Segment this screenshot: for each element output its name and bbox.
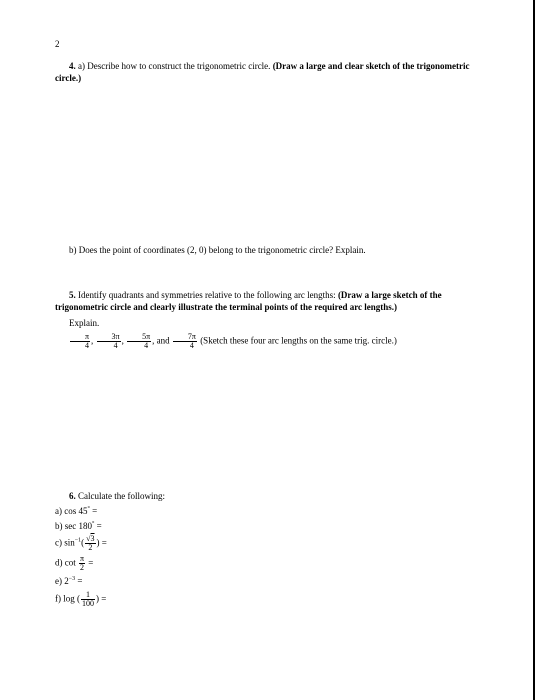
q6-item-c: c) sin−1(√32) = — [55, 535, 478, 552]
q6-list: a) cos 45° = b) sec 180° = c) sin−1(√32)… — [55, 505, 478, 607]
question-4b: b) Does the point of coordinates (2, 0) … — [55, 244, 478, 256]
q6-item-b: b) sec 180° = — [55, 520, 478, 532]
page-number: 2 — [55, 38, 478, 50]
q5-number: 5. — [69, 290, 76, 300]
q4a-lead: a) Describe how to construct the trigono… — [76, 61, 273, 71]
frac-sqrt3-2: √32 — [85, 535, 95, 552]
q4b-text: b) Does the point of coordinates (2, 0) … — [69, 245, 366, 255]
q6-number: 6. — [69, 491, 76, 501]
question-4a: 4. a) Describe how to construct the trig… — [55, 60, 478, 84]
frac-7pi-4: 7π4 — [173, 333, 197, 350]
q5-line1: 5. Identify quadrants and symmetries rel… — [55, 289, 478, 313]
q6-item-e: e) 2−3 = — [55, 575, 478, 587]
q6-lead: Calculate the following: — [76, 491, 165, 501]
workspace-gap-5 — [55, 360, 478, 490]
q5-arcs: π4, 3π4, 5π4, and 7π4 (Sketch these four… — [55, 333, 478, 350]
q5-arcs-tail: (Sketch these four arc lengths on the sa… — [198, 336, 397, 346]
workspace-gap-4a — [55, 94, 478, 244]
q6-item-d: d) cot π2 = — [55, 555, 478, 572]
frac-3pi-4: 3π4 — [97, 333, 121, 350]
frac-5pi-4: 5π4 — [127, 333, 151, 350]
question-5: 5. Identify quadrants and symmetries rel… — [55, 289, 478, 350]
q5-explain: Explain. — [55, 317, 478, 329]
q6-item-f: f) log (1100) = — [55, 591, 478, 608]
workspace-gap-4b — [55, 267, 478, 289]
q6-header: 6. Calculate the following: — [55, 490, 478, 502]
frac-pi-4: π4 — [70, 333, 90, 350]
frac-pi-2: π2 — [79, 555, 85, 572]
frac-1-100: 1100 — [81, 591, 95, 608]
q4-number: 4. — [69, 61, 76, 71]
q6-item-a: a) cos 45° = — [55, 505, 478, 517]
page: 2 4. a) Describe how to construct the tr… — [0, 0, 535, 700]
question-6: 6. Calculate the following: a) cos 45° =… — [55, 490, 478, 608]
q5-lead: Identify quadrants and symmetries relati… — [76, 290, 338, 300]
